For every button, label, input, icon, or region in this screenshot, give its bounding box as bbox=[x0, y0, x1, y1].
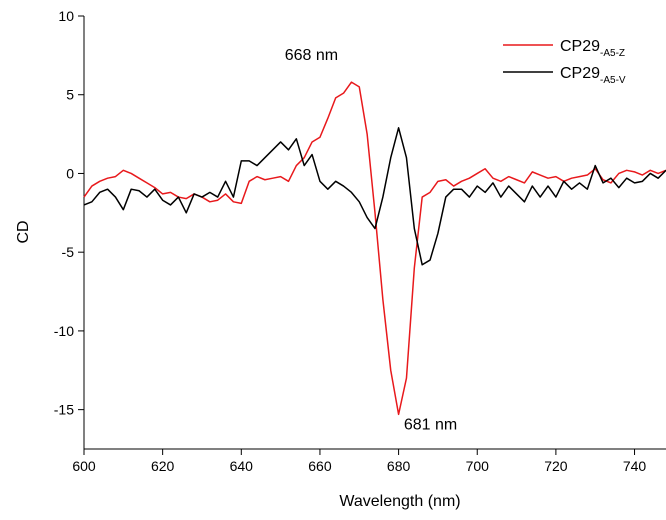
y-tick-label: 10 bbox=[58, 8, 74, 24]
x-tick-label: 620 bbox=[151, 458, 175, 474]
x-tick-label: 700 bbox=[466, 458, 490, 474]
y-tick-label: -15 bbox=[54, 402, 74, 418]
legend-subscript: -A5-Z bbox=[600, 48, 625, 59]
y-tick-label: -5 bbox=[62, 244, 75, 260]
x-tick-label: 640 bbox=[230, 458, 254, 474]
x-tick-label: 680 bbox=[387, 458, 411, 474]
x-tick-label: 740 bbox=[623, 458, 647, 474]
y-tick-label: 5 bbox=[66, 87, 74, 103]
legend-name: CP29 bbox=[560, 38, 600, 55]
legend-name: CP29 bbox=[560, 65, 600, 82]
x-tick-label: 720 bbox=[544, 458, 568, 474]
legend-label: CP29-A5-V bbox=[560, 65, 626, 86]
y-tick-label: 0 bbox=[66, 165, 74, 181]
annotation: 681 nm bbox=[404, 416, 457, 433]
x-tick-label: 660 bbox=[308, 458, 332, 474]
x-axis-label: Wavelength (nm) bbox=[339, 493, 460, 510]
series-line bbox=[83, 81, 666, 416]
annotation: 668 nm bbox=[285, 47, 338, 64]
y-tick-label: -10 bbox=[54, 323, 74, 339]
legend-subscript: -A5-V bbox=[600, 75, 626, 86]
y-axis-label: CD bbox=[15, 220, 32, 243]
series-line bbox=[83, 127, 666, 266]
x-tick-label: 600 bbox=[72, 458, 96, 474]
legend-label: CP29-A5-Z bbox=[560, 38, 625, 59]
